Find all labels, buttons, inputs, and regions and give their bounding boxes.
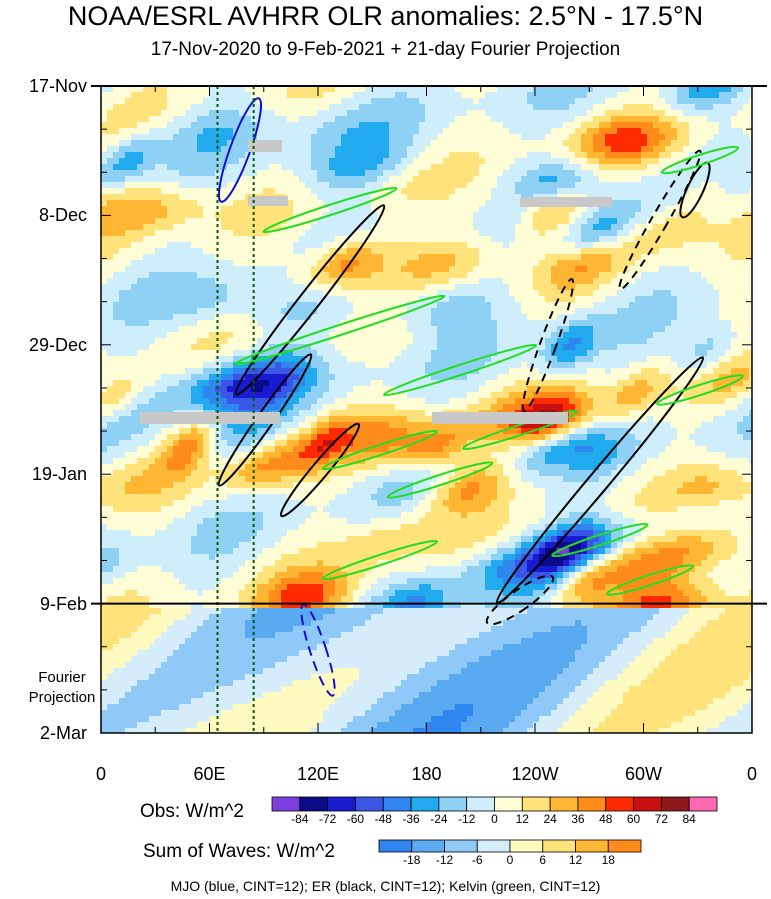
- obs-colorbar-tick-label: -36: [402, 812, 420, 826]
- obs-colorbar-swatch: [660, 796, 690, 812]
- obs-colorbar-tick-label: 60: [626, 812, 641, 826]
- obs-colorbar-tick-label: 24: [543, 812, 557, 826]
- waves-colorbar-tick-label: -6: [471, 853, 483, 867]
- er-contour: [279, 422, 361, 518]
- obs-colorbar-swatch: [466, 796, 495, 812]
- kelvin-contour: [386, 461, 494, 499]
- missing-data-bar: [520, 197, 612, 207]
- projection-label-line-2: Projection: [28, 689, 96, 706]
- er-contour: [234, 204, 386, 396]
- y-tick-label: 2-Mar: [39, 723, 87, 743]
- x-tick-label: 0: [95, 764, 107, 784]
- obs-colorbar-swatch: [688, 796, 718, 812]
- waves-colorbar-swatch: [444, 839, 478, 853]
- er-contour: [485, 574, 555, 626]
- waves-colorbar-tick-label: 0: [506, 853, 514, 867]
- y-tick-label: 17-Nov: [28, 76, 87, 96]
- x-tick-label: 180: [411, 764, 442, 784]
- obs-colorbar-swatch: [327, 796, 356, 812]
- y-tick-label: 8-Dec: [38, 205, 87, 226]
- chart-subtitle: 17-Nov-2020 to 9-Feb-2021 + 21-day Fouri…: [150, 39, 621, 60]
- obs-colorbar-swatch: [299, 796, 329, 812]
- waves-colorbar-tick-label: -18: [403, 853, 421, 867]
- y-tick-label: 9-Feb: [39, 593, 87, 614]
- obs-colorbar-swatch: [382, 796, 412, 812]
- waves-colorbar-label: Sum of Waves: W/m^2: [143, 841, 335, 862]
- x-tick-label: 120W: [511, 764, 559, 784]
- kelvin-contour: [321, 429, 439, 471]
- er-contour: [618, 149, 702, 291]
- y-tick-label: 19-Jan: [31, 464, 87, 485]
- kelvin-contour: [234, 294, 446, 366]
- obs-colorbar-swatch: [577, 796, 607, 812]
- obs-colorbar-tick-label: 84: [682, 812, 696, 826]
- obs-colorbar-swatch: [438, 796, 468, 812]
- kelvin-contour: [382, 343, 538, 397]
- kelvin-contour: [656, 374, 744, 406]
- obs-colorbar-tick-label: 48: [599, 812, 613, 826]
- obs-colorbar-tick-label: -24: [430, 812, 448, 826]
- kelvin-contour: [461, 409, 579, 451]
- obs-colorbar-swatch: [549, 796, 579, 812]
- kelvin-contour: [606, 564, 694, 596]
- obs-colorbar-tick-label: 72: [654, 812, 669, 826]
- er-contour: [495, 356, 705, 604]
- obs-colorbar-swatch: [271, 796, 301, 812]
- waves-colorbar-tick-label: 18: [601, 853, 615, 867]
- x-tick-label: 120E: [296, 764, 340, 784]
- obs-colorbar-tick-label: 36: [571, 812, 585, 826]
- chart-title: NOAA/ESRL AVHRR OLR anomalies: 2.5°N - 1…: [67, 1, 704, 31]
- x-tick-label: 60W: [624, 764, 663, 784]
- kelvin-contour: [660, 145, 740, 175]
- waves-colorbar-swatch: [476, 839, 511, 853]
- obs-colorbar-swatch: [521, 796, 551, 812]
- y-tick-label: 29-Dec: [28, 334, 87, 355]
- obs-colorbar-tick-label: -84: [291, 812, 309, 826]
- er-contour: [521, 278, 575, 412]
- x-tick-label: 0: [746, 764, 758, 784]
- waves-colorbar-tick-label: 6: [539, 853, 547, 867]
- obs-colorbar-tick-label: 12: [515, 812, 529, 826]
- obs-colorbar-swatch: [605, 796, 634, 812]
- obs-colorbar-swatch: [355, 796, 384, 812]
- missing-data-bar: [248, 196, 288, 206]
- obs-colorbar-tick-label: 0: [491, 812, 498, 826]
- kelvin-contour: [551, 522, 649, 558]
- projection-label-line-1: Fourier: [38, 669, 86, 686]
- obs-colorbar-swatch: [494, 796, 523, 812]
- waves-colorbar-swatch: [575, 839, 609, 853]
- kelvin-contour: [262, 186, 398, 234]
- waves-colorbar-tick-label: -12: [435, 853, 454, 867]
- obs-colorbar-swatch: [633, 796, 662, 812]
- waves-colorbar-swatch: [378, 839, 413, 853]
- waves-colorbar-swatch: [411, 839, 445, 853]
- obs-colorbar-swatch: [410, 796, 440, 812]
- obs-colorbar-label: Obs: W/m^2: [140, 801, 244, 822]
- obs-colorbar-tick-label: -48: [374, 812, 392, 826]
- missing-data-bar: [432, 412, 568, 424]
- obs-colorbar-tick-label: -72: [318, 812, 337, 826]
- mjo-contour: [217, 97, 263, 203]
- waves-colorbar-swatch: [542, 839, 576, 853]
- waves-colorbar-tick-label: 12: [568, 853, 583, 867]
- missing-data-bar: [248, 140, 282, 152]
- x-tick-label: 60E: [193, 764, 226, 784]
- footnote: MJO (blue, CINT=12); ER (black, CINT=12)…: [170, 878, 601, 894]
- waves-colorbar-swatch: [607, 839, 642, 853]
- obs-colorbar-tick-label: -12: [458, 812, 476, 826]
- missing-data-bar: [140, 412, 280, 424]
- waves-colorbar-swatch: [509, 839, 544, 853]
- obs-colorbar-tick-label: -60: [346, 812, 365, 826]
- kelvin-contour: [321, 539, 439, 581]
